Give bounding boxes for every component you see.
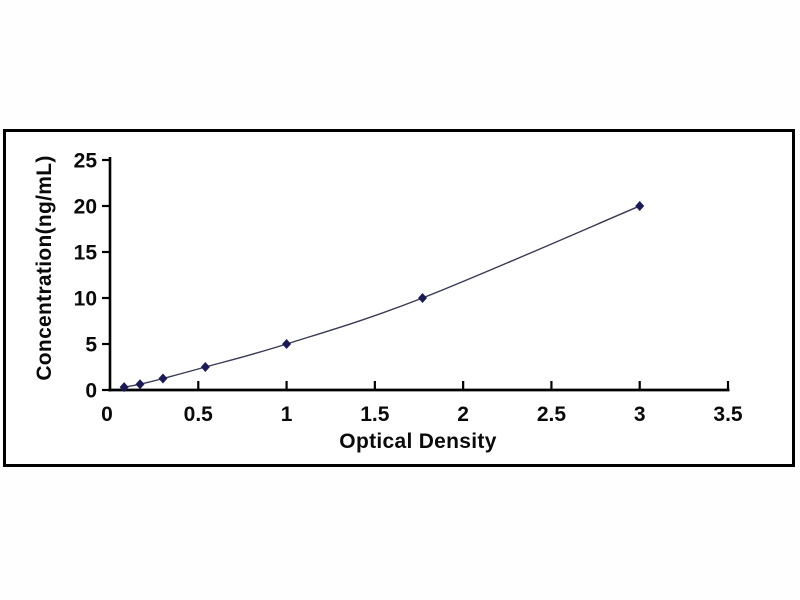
y-tick-label: 25 [74, 150, 98, 173]
y-tick-label: 15 [74, 242, 98, 265]
y-tick-label: 5 [85, 334, 97, 357]
data-point-marker [158, 373, 168, 384]
data-point-marker [635, 201, 645, 211]
y-tick-label: 0 [85, 380, 97, 403]
x-tick-label: 1 [281, 403, 293, 426]
y-axis-title: Concentration(ng/mL) [33, 155, 56, 381]
y-tick-label: 10 [74, 288, 97, 311]
data-point-marker [200, 362, 210, 372]
x-tick-label: 0.5 [184, 403, 214, 426]
standard-curve-line [123, 205, 640, 388]
x-tick-label: 0 [101, 403, 113, 426]
data-point-marker [418, 293, 428, 303]
chart-panel [3, 129, 795, 467]
y-tick-label: 20 [74, 196, 97, 219]
x-tick-label: 2.5 [537, 403, 567, 426]
data-point-marker [282, 339, 292, 349]
x-tick-label: 1.5 [360, 403, 390, 426]
x-tick-label: 3 [634, 403, 646, 426]
x-tick-label: 3.5 [713, 403, 743, 426]
data-point-marker [135, 379, 145, 390]
x-axis-title: Optical Density [339, 430, 497, 453]
x-tick-label: 2 [457, 403, 469, 426]
data-point-marker [119, 382, 129, 393]
